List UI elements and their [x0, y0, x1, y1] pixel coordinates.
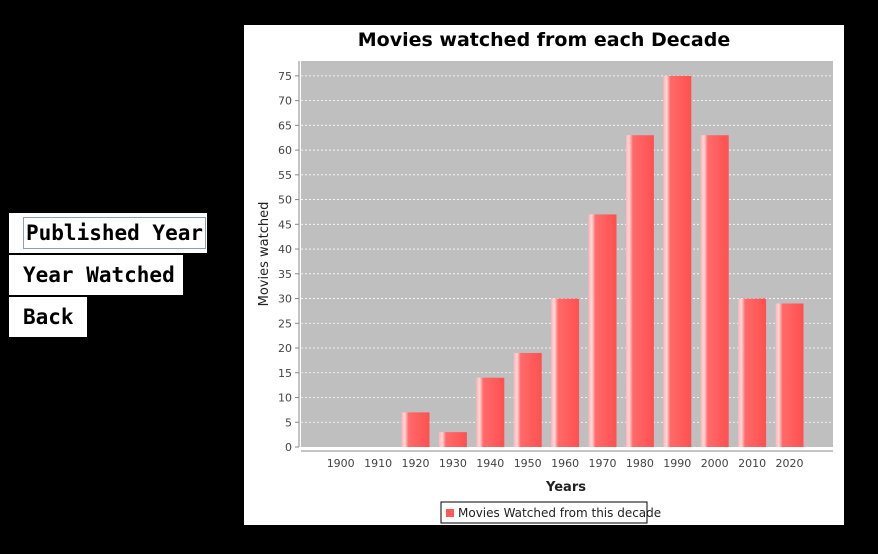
- x-tick-label: 1940: [476, 457, 504, 470]
- x-tick-labels: 1900 1910 1920 1930 1940 1950 1960 1970 1980 1990…: [327, 457, 804, 470]
- x-tick-label: 1990: [663, 457, 691, 470]
- bar: [551, 298, 580, 447]
- y-tick-label: 55: [278, 169, 292, 182]
- year-watched-button[interactable]: Year Watched: [9, 255, 183, 295]
- back-button[interactable]: Back: [9, 297, 87, 337]
- x-tick-label: 1900: [327, 457, 355, 470]
- axes: [295, 61, 833, 452]
- x-tick-label: 1970: [589, 457, 617, 470]
- chart-title: Movies watched from each Decade: [358, 29, 730, 51]
- y-tick-label: 40: [278, 243, 292, 256]
- bar: [700, 135, 729, 447]
- x-tick-label: 1910: [364, 457, 392, 470]
- y-tick-label: 25: [278, 317, 292, 330]
- bar: [438, 432, 467, 447]
- bars: [401, 75, 804, 447]
- bar: [738, 298, 767, 447]
- bar: [513, 352, 542, 447]
- x-axis-label: Years: [545, 480, 586, 495]
- y-tick-label: 35: [278, 268, 292, 281]
- legend-box: [440, 501, 648, 524]
- bar: [401, 412, 430, 447]
- chart-panel: Movies watched from each Decade 0 5 10 15 20…: [244, 25, 844, 525]
- bar: [775, 303, 804, 447]
- bar: [625, 135, 654, 447]
- y-tick-label: 70: [278, 95, 292, 108]
- bar: [663, 75, 692, 447]
- x-tick-label: 2020: [776, 457, 804, 470]
- y-tick-label: 10: [278, 392, 292, 405]
- y-tick-label: 0: [285, 441, 292, 454]
- x-tick-label: 2010: [738, 457, 766, 470]
- published-year-label: Published Year: [23, 217, 207, 249]
- x-tick-label: 1930: [439, 457, 467, 470]
- legend: Movies Watched from this decade: [440, 501, 661, 524]
- published-year-button[interactable]: Published Year: [9, 213, 207, 253]
- y-tick-label: 60: [278, 144, 292, 157]
- x-tick-label: 1920: [402, 457, 430, 470]
- back-label: Back: [23, 305, 74, 329]
- y-tick-label: 15: [278, 367, 292, 380]
- y-tick-label: 20: [278, 342, 292, 355]
- y-tick-labels: 0 5 10 15 20 25 30 35 40 45 50 55 60 65 70 75: [278, 70, 292, 454]
- legend-label: Movies Watched from this decade: [458, 506, 661, 520]
- x-tick-label: 1960: [551, 457, 579, 470]
- bar-chart: Movies watched from each Decade 0 5 10 15 20…: [257, 29, 833, 524]
- y-tick-label: 5: [285, 416, 292, 429]
- bar: [588, 214, 617, 447]
- x-tick-label: 1980: [626, 457, 654, 470]
- bar: [476, 377, 505, 447]
- y-axis-label: Movies watched: [257, 202, 272, 307]
- year-watched-label: Year Watched: [23, 263, 175, 287]
- y-tick-label: 75: [278, 70, 292, 83]
- x-tick-label: 1950: [514, 457, 542, 470]
- y-tick-label: 45: [278, 218, 292, 231]
- y-tick-label: 65: [278, 119, 292, 132]
- y-tick-label: 30: [278, 293, 292, 306]
- y-tick-label: 50: [278, 194, 292, 207]
- legend-swatch: [446, 509, 454, 517]
- x-tick-label: 2000: [701, 457, 729, 470]
